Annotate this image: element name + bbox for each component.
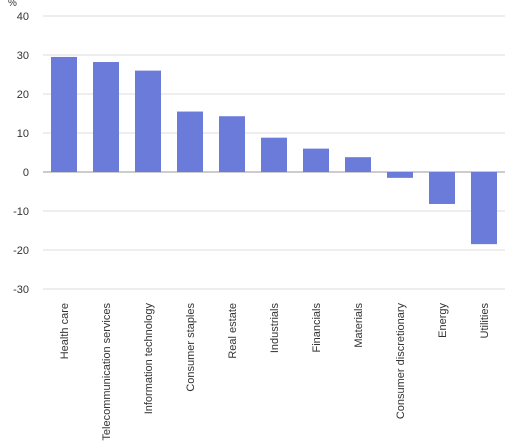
x-category-label: Materials <box>353 303 365 348</box>
bar <box>51 56 77 173</box>
x-category-label: Health care <box>59 303 71 359</box>
y-tick-label: 30 <box>17 50 29 62</box>
x-category-label: Energy <box>437 303 449 338</box>
x-category-label: Consumer discretionary <box>395 303 407 420</box>
y-axis-unit-label: % <box>8 0 17 9</box>
bar <box>429 172 455 204</box>
bar <box>303 148 329 172</box>
x-category-label: Telecommunication services <box>101 303 113 441</box>
y-tick-label: 20 <box>17 89 29 101</box>
x-category-label: Consumer staples <box>185 303 197 392</box>
y-tick-label: 10 <box>17 128 29 140</box>
x-category-label: Utilities <box>479 303 491 339</box>
category-label-layer: Health care Telecommunication services Inf… <box>59 303 491 441</box>
y-tick-label: -10 <box>13 206 29 218</box>
bar-layer <box>51 56 497 245</box>
bar <box>261 137 287 172</box>
y-tick-label: 40 <box>17 11 29 23</box>
bar <box>387 172 413 178</box>
x-category-label: Information technology <box>143 303 155 415</box>
axis-layer: % 40 30 20 10 0 -10 -20 -30 <box>8 0 29 296</box>
y-tick-label: -30 <box>13 284 29 296</box>
bar <box>135 70 161 172</box>
x-category-label: Financials <box>311 303 323 353</box>
bar <box>93 62 119 172</box>
x-category-label: Industrials <box>269 303 281 354</box>
bar <box>177 111 203 172</box>
bar <box>345 157 371 172</box>
bar <box>219 116 245 172</box>
x-category-label: Real estate <box>227 303 239 359</box>
y-tick-label: -20 <box>13 245 29 257</box>
bar <box>471 172 497 245</box>
y-tick-label: 0 <box>23 167 29 179</box>
